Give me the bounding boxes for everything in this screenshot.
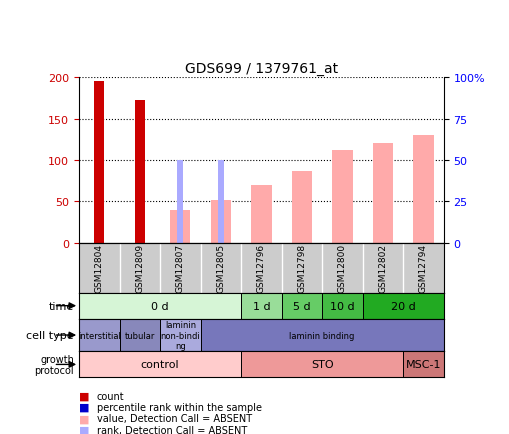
Text: time: time — [48, 301, 74, 311]
Text: count: count — [97, 391, 124, 401]
Text: GSM12802: GSM12802 — [378, 243, 387, 293]
Text: ■: ■ — [79, 414, 90, 423]
Bar — [79, 352, 241, 378]
Text: GSM12794: GSM12794 — [418, 243, 427, 293]
Text: ■: ■ — [79, 402, 90, 412]
Bar — [241, 293, 281, 319]
Text: MSC-1: MSC-1 — [405, 360, 440, 369]
Text: growth
protocol: growth protocol — [34, 354, 74, 375]
Bar — [217, 161, 223, 243]
Text: tubular: tubular — [124, 331, 155, 340]
Bar — [119, 319, 160, 352]
Text: 0 d: 0 d — [151, 301, 168, 311]
Text: GSM12800: GSM12800 — [337, 243, 346, 293]
Text: GSM12796: GSM12796 — [257, 243, 265, 293]
Text: rank, Detection Call = ABSENT: rank, Detection Call = ABSENT — [97, 425, 247, 434]
Bar — [362, 293, 443, 319]
Bar — [160, 319, 200, 352]
Bar — [210, 200, 231, 243]
Text: percentile rank within the sample: percentile rank within the sample — [97, 402, 262, 412]
Text: 10 d: 10 d — [329, 301, 354, 311]
Bar — [281, 293, 322, 319]
Bar — [134, 101, 145, 243]
Text: laminin binding: laminin binding — [289, 331, 354, 340]
Text: GSM12804: GSM12804 — [95, 243, 104, 293]
Text: 5 d: 5 d — [293, 301, 310, 311]
Text: interstitial: interstitial — [78, 331, 121, 340]
Text: STO: STO — [310, 360, 333, 369]
Text: ■: ■ — [79, 425, 90, 434]
Bar — [241, 352, 403, 378]
Bar — [177, 161, 183, 243]
Text: control: control — [140, 360, 179, 369]
Bar — [170, 210, 190, 243]
Bar — [372, 144, 392, 243]
Bar — [322, 293, 362, 319]
Text: ■: ■ — [79, 391, 90, 401]
Bar — [412, 136, 433, 243]
Text: GSM12807: GSM12807 — [176, 243, 184, 293]
Bar — [79, 319, 119, 352]
Text: 20 d: 20 d — [390, 301, 415, 311]
Text: laminin
non-bindi
ng: laminin non-bindi ng — [160, 320, 200, 350]
Text: GSM12805: GSM12805 — [216, 243, 225, 293]
Text: GSM12798: GSM12798 — [297, 243, 306, 293]
Bar — [291, 171, 312, 243]
Bar — [251, 185, 271, 243]
Text: cell type: cell type — [26, 330, 74, 340]
Bar — [403, 352, 443, 378]
Bar — [79, 293, 241, 319]
Text: GSM12809: GSM12809 — [135, 243, 144, 293]
Text: value, Detection Call = ABSENT: value, Detection Call = ABSENT — [97, 414, 251, 423]
Bar — [332, 151, 352, 243]
Bar — [200, 319, 443, 352]
Bar — [94, 82, 104, 243]
Text: 1 d: 1 d — [252, 301, 270, 311]
Title: GDS699 / 1379761_at: GDS699 / 1379761_at — [184, 62, 337, 76]
